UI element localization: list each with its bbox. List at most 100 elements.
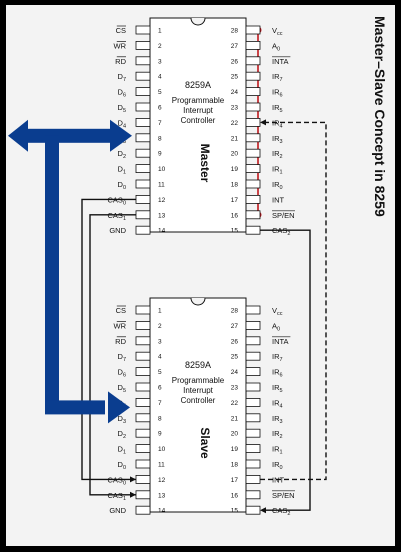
svg-text:CAS2: CAS2	[272, 506, 290, 517]
pin-slave-10: 10 D1	[118, 444, 166, 456]
svg-text:IR2: IR2	[272, 429, 283, 440]
data-bus-horizontal	[24, 128, 112, 143]
svg-text:IR0: IR0	[272, 180, 283, 191]
svg-text:19: 19	[231, 446, 239, 453]
chip-notch	[190, 297, 206, 306]
svg-text:21: 21	[231, 135, 239, 142]
pin-master-15: 15 CAS2	[231, 225, 290, 237]
svg-text:11: 11	[158, 462, 165, 469]
svg-text:22: 22	[231, 120, 239, 127]
pin-slave-17: 17 INT	[231, 474, 285, 484]
svg-text:INT: INT	[272, 195, 285, 204]
svg-text:D3: D3	[118, 414, 126, 425]
svg-text:6: 6	[158, 385, 162, 392]
pin-master-10: 10 D1	[118, 164, 166, 176]
svg-text:3: 3	[158, 58, 162, 65]
svg-text:IR6: IR6	[272, 88, 283, 99]
chip-role-label: Slave	[198, 427, 212, 459]
svg-text:IR5: IR5	[272, 383, 283, 394]
pin-master-3: 3 RD	[115, 56, 162, 66]
pin-master-7: 7 D4	[118, 118, 162, 129]
svg-text:D2: D2	[118, 149, 126, 160]
svg-text:CS: CS	[116, 306, 126, 315]
pin-master-17: 17 INT	[231, 194, 285, 204]
pin-master-1: 1 CS	[116, 25, 162, 35]
svg-text:CAS1: CAS1	[108, 211, 126, 222]
svg-text:16: 16	[231, 492, 239, 499]
arrow-cas0	[130, 476, 136, 483]
svg-text:INTA: INTA	[272, 57, 289, 66]
svg-text:D4: D4	[118, 118, 126, 129]
wire-cas2	[260, 229, 311, 511]
pin-master-22: 22 IR4	[231, 118, 283, 129]
svg-text:9: 9	[158, 431, 162, 438]
chip-body	[149, 17, 247, 233]
svg-text:28: 28	[231, 308, 239, 315]
svg-text:26: 26	[231, 58, 239, 65]
svg-text:28: 28	[231, 28, 239, 35]
pin-slave-8: 8 D3	[118, 413, 162, 425]
svg-text:CAS1: CAS1	[108, 491, 126, 502]
pin-slave-19: 19 IR1	[231, 444, 283, 456]
svg-text:23: 23	[231, 105, 239, 112]
pin-master-27: 27 A0	[231, 41, 280, 52]
arrow-ir6	[260, 119, 266, 126]
svg-text:14: 14	[158, 508, 166, 515]
pin-master-18: 18 IR0	[231, 179, 283, 191]
svg-text:7: 7	[158, 400, 162, 407]
svg-text:GND: GND	[109, 226, 126, 235]
wire-slave-int-to-ir6	[260, 121, 327, 481]
chip-role-label: Master	[198, 144, 212, 183]
svg-text:CAS0: CAS0	[108, 475, 126, 486]
pin-master-28: 28 Vcc	[231, 25, 283, 37]
svg-text:10: 10	[158, 166, 166, 173]
svg-text:20: 20	[231, 151, 239, 158]
svg-text:IR7: IR7	[272, 72, 283, 83]
svg-text:CAS2: CAS2	[272, 226, 290, 237]
svg-text:Vcc: Vcc	[272, 306, 283, 317]
svg-text:27: 27	[231, 323, 239, 330]
svg-text:D1: D1	[118, 165, 126, 176]
pin-master-6: 6 D5	[118, 102, 162, 114]
data-bus-arrow-left	[8, 119, 28, 152]
svg-text:IR0: IR0	[272, 460, 283, 471]
svg-text:D7: D7	[118, 352, 126, 363]
svg-text:17: 17	[231, 477, 239, 484]
chip-description-line: Programmable	[172, 376, 225, 385]
svg-text:D0: D0	[118, 460, 126, 471]
pin-slave-20: 20 IR2	[231, 428, 283, 440]
svg-text:SP/EN: SP/EN	[272, 211, 295, 220]
svg-text:22: 22	[231, 400, 239, 407]
svg-text:4: 4	[158, 74, 162, 81]
svg-text:23: 23	[231, 385, 239, 392]
pin-master-13: 13 CAS1	[108, 210, 166, 222]
chip-description-line: Interrupt	[183, 106, 214, 115]
chip-description-line: Controller	[181, 116, 216, 125]
svg-text:D0: D0	[118, 180, 126, 191]
data-bus-vertical	[45, 135, 59, 407]
data-bus-arrow-master	[110, 119, 132, 152]
svg-text:5: 5	[158, 89, 162, 96]
svg-text:5: 5	[158, 369, 162, 376]
chip-description-line: Controller	[181, 396, 216, 405]
svg-text:IR3: IR3	[272, 414, 283, 425]
svg-text:16: 16	[231, 212, 239, 219]
pin-slave-26: 26 INTA	[231, 336, 291, 346]
svg-text:7: 7	[158, 120, 162, 127]
pin-master-25: 25 IR7	[231, 71, 283, 83]
pin-slave-6: 6 D5	[118, 382, 162, 394]
svg-text:24: 24	[231, 89, 239, 96]
svg-text:IR7: IR7	[272, 352, 283, 363]
svg-text:24: 24	[231, 369, 239, 376]
pin-slave-11: 11 D0	[118, 459, 165, 471]
svg-text:1: 1	[158, 308, 162, 315]
svg-text:13: 13	[158, 212, 166, 219]
pin-master-24: 24 IR6	[231, 87, 283, 99]
chip-name: 8259A	[185, 360, 211, 370]
pin-master-14: 14 GND	[109, 225, 166, 235]
svg-text:A0: A0	[272, 321, 280, 332]
chip-notch	[190, 17, 206, 26]
pin-slave-3: 3 RD	[115, 336, 162, 346]
